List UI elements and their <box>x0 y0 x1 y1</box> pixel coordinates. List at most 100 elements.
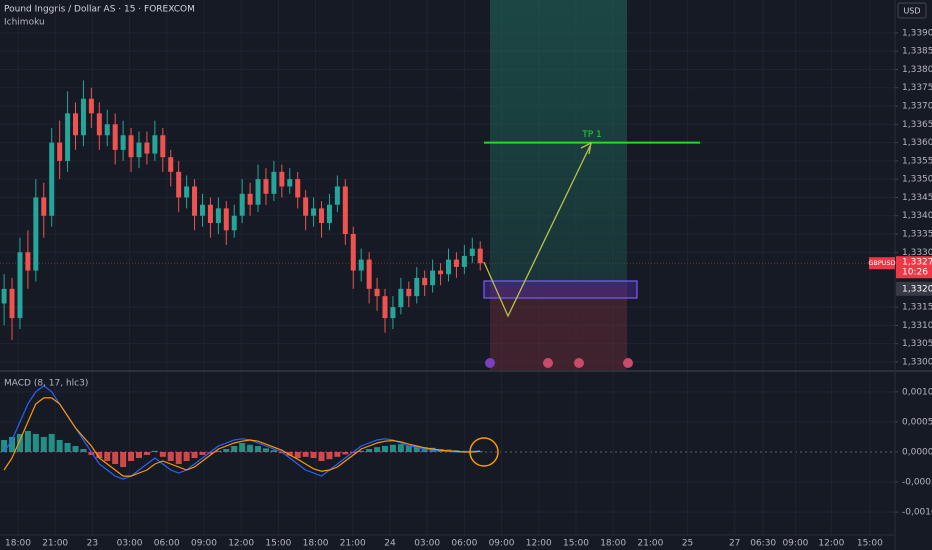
symbol-tag <box>869 257 895 270</box>
x-tick-label: 23 <box>87 539 98 549</box>
price-tag <box>896 256 932 279</box>
histogram-bar <box>397 444 404 452</box>
tp-label: TP 1 <box>581 130 602 140</box>
candle-body <box>295 179 301 198</box>
candle-body <box>49 142 55 216</box>
candle-body <box>152 135 158 154</box>
histogram-bar <box>318 451 325 462</box>
histogram-bar <box>461 450 468 452</box>
candle-body <box>247 193 253 205</box>
histogram-bar <box>56 439 63 452</box>
candle-body <box>184 186 190 198</box>
histogram-bar <box>143 451 150 456</box>
event-icon[interactable] <box>485 358 495 368</box>
histogram-bar <box>120 451 127 468</box>
y-tick-label: 1,33300 <box>902 248 932 258</box>
candle-body <box>199 204 205 216</box>
x-tick-label: 27 <box>729 539 740 549</box>
candle-body <box>311 208 317 216</box>
highlight-circle[interactable] <box>469 437 499 467</box>
candle-body <box>144 142 150 154</box>
candle-body <box>326 204 332 224</box>
candle-body <box>25 252 31 271</box>
x-tick-label: 18:00 <box>303 539 329 549</box>
x-tick-label: 12:00 <box>818 539 844 549</box>
candle-body <box>279 171 285 187</box>
candle-body <box>445 259 451 275</box>
candle-body <box>33 197 39 271</box>
histogram-bar <box>310 451 317 459</box>
candle-body <box>136 142 142 158</box>
candle-body <box>263 179 269 194</box>
histogram-bar <box>207 451 214 454</box>
histogram-bar <box>104 451 111 462</box>
x-tick-label: 12:00 <box>228 539 254 549</box>
price-label: 1,33200 <box>902 284 932 294</box>
histogram-bar <box>255 445 262 452</box>
histogram-bar <box>302 451 309 457</box>
candle-body <box>231 215 237 231</box>
histogram-bar <box>334 451 341 457</box>
candle-body <box>176 171 182 198</box>
currency-button[interactable] <box>897 2 927 19</box>
y-tick-label: 1,33800 <box>902 65 932 75</box>
entry-box[interactable] <box>483 280 638 299</box>
histogram-bar <box>389 444 396 452</box>
histogram-bar <box>262 448 269 452</box>
x-tick-label: 12:00 <box>526 539 552 549</box>
histogram-bar <box>48 433 55 452</box>
event-icons <box>485 358 633 368</box>
projection-arrow[interactable] <box>483 145 591 318</box>
candle-body <box>422 277 428 286</box>
histogram-bar <box>477 451 484 452</box>
y-tick-label: 1,33700 <box>902 102 932 112</box>
candle-body <box>414 277 420 297</box>
price-tag <box>896 281 932 296</box>
candle-body <box>398 288 404 308</box>
histogram-bar <box>247 444 254 452</box>
y-tick-label: 1,33050 <box>902 339 932 349</box>
event-icon[interactable] <box>574 358 584 368</box>
chart-title: Pound Inggris / Dollar AS · 15 · FOREXCO… <box>4 5 195 15</box>
x-tick-label: 18:00 <box>600 539 626 549</box>
candle-body <box>65 113 71 161</box>
y-tick-label: 1,33500 <box>902 175 932 185</box>
y-tick-label: 1,33600 <box>902 138 932 148</box>
grid <box>0 0 895 535</box>
histogram-bar <box>151 450 158 452</box>
histogram-bar <box>112 451 119 465</box>
candle-body <box>120 135 126 150</box>
x-tick-label: 21:00 <box>42 539 68 549</box>
candle-body <box>382 296 388 319</box>
candle-body <box>406 288 412 297</box>
candle-body <box>334 186 340 205</box>
histogram-bar <box>286 451 293 456</box>
candle-body <box>192 186 198 216</box>
x-tick-label: 15:00 <box>265 539 291 549</box>
candle-body <box>239 193 245 216</box>
marks <box>1 80 700 480</box>
loss-zone <box>490 285 627 370</box>
candle-body <box>358 259 364 271</box>
event-icon[interactable] <box>623 358 633 368</box>
y-tick-label: 1,33100 <box>902 321 932 331</box>
event-icon[interactable] <box>543 358 553 368</box>
histogram-bar <box>183 451 190 462</box>
candle-body <box>453 259 459 267</box>
candle-body <box>374 288 380 297</box>
candle-body <box>223 208 229 231</box>
histogram-bar <box>16 433 23 452</box>
histogram-bar <box>88 451 95 456</box>
x-tick-label: 21:00 <box>637 539 663 549</box>
histogram-bar <box>128 451 135 462</box>
y-tick-label: 1,33400 <box>902 211 932 221</box>
countdown-label: 10:26 <box>902 268 928 278</box>
candle-body <box>350 233 356 271</box>
histogram-bar <box>64 442 71 452</box>
x-tick-label: 15:00 <box>857 539 883 549</box>
candle-body <box>73 113 79 136</box>
